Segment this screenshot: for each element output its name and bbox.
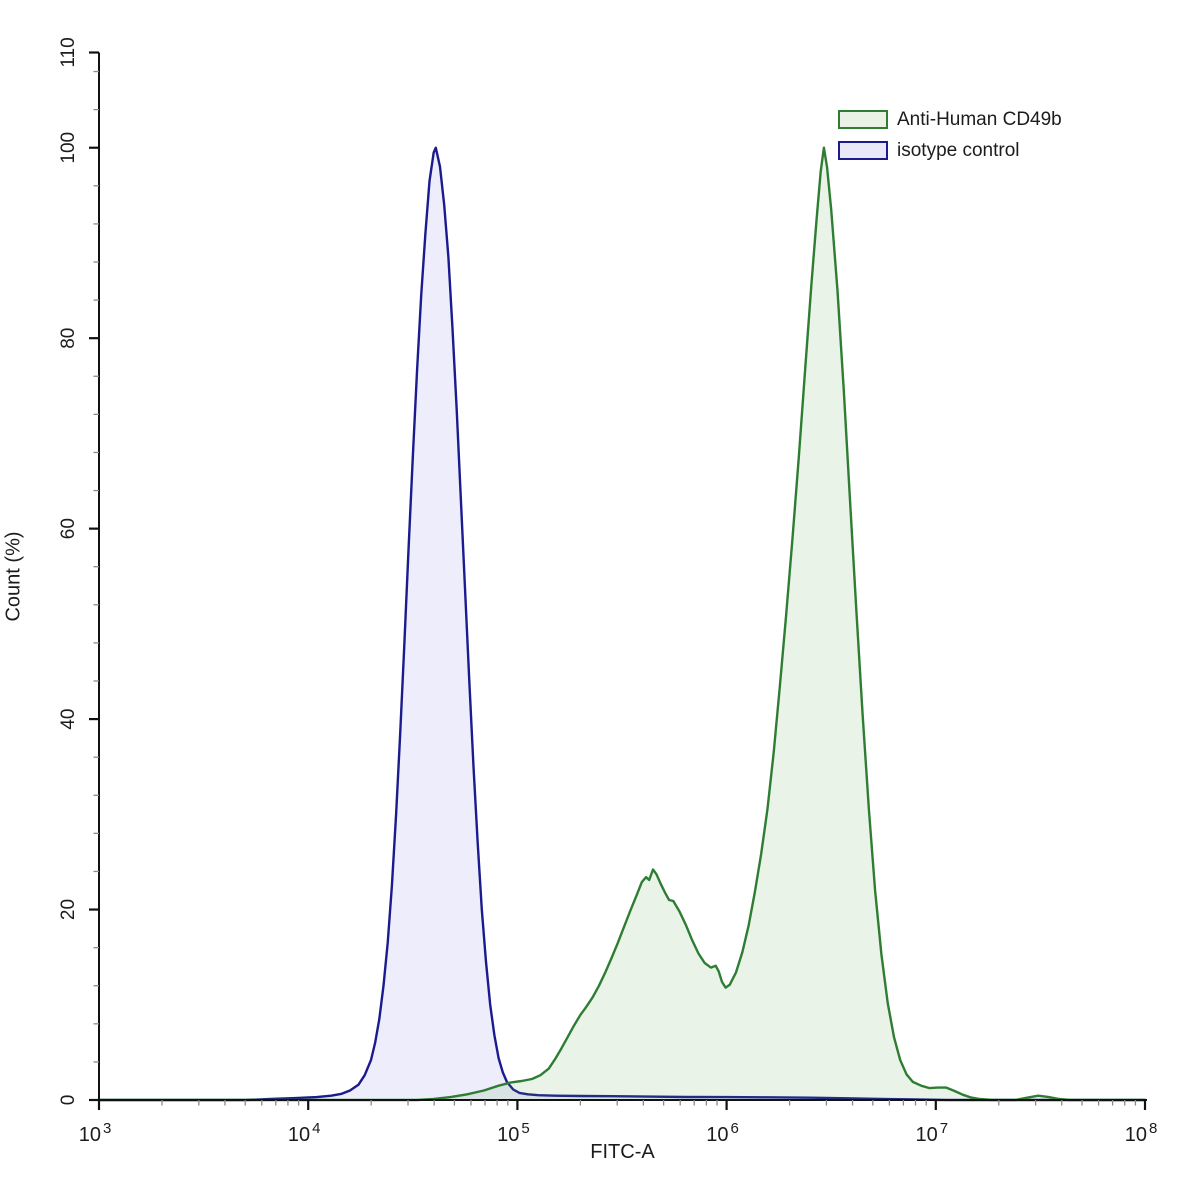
y-tick-label: 80 (58, 328, 79, 349)
x-tick-label: 10 8 (1125, 1120, 1158, 1146)
y-tick-label: 0 (58, 1095, 79, 1106)
legend-swatch-green (838, 109, 888, 129)
y-axis-title: Count (%) (2, 531, 25, 622)
y-tick-label: 40 (58, 709, 79, 730)
legend-swatch-blue (838, 140, 888, 160)
y-tick-label: 110 (58, 37, 79, 67)
series-curve-cd49b (97, 146, 1147, 1102)
y-tick-label: 60 (58, 518, 79, 539)
y-tick-label: 100 (58, 132, 79, 164)
legend-item-isotype: isotype control (838, 138, 1062, 162)
legend-item-cd49b: Anti-Human CD49b (838, 107, 1062, 131)
x-axis-title: FITC-A (590, 1141, 655, 1163)
x-tick-label: 10 5 (497, 1120, 530, 1146)
y-tick-label: 20 (58, 899, 79, 920)
legend-label: isotype control (897, 139, 1020, 161)
legend-label: Anti-Human CD49b (897, 108, 1062, 130)
x-tick-label: 10 3 (79, 1120, 112, 1146)
x-tick-label: 10 7 (916, 1120, 949, 1146)
series-curve-isotype (97, 146, 1147, 1102)
x-tick-label: 10 4 (288, 1120, 321, 1146)
series-area-cd49b (99, 147, 1145, 1100)
legend: Anti-Human CD49b isotype control (838, 107, 1062, 169)
x-tick-label: 10 6 (706, 1120, 739, 1146)
